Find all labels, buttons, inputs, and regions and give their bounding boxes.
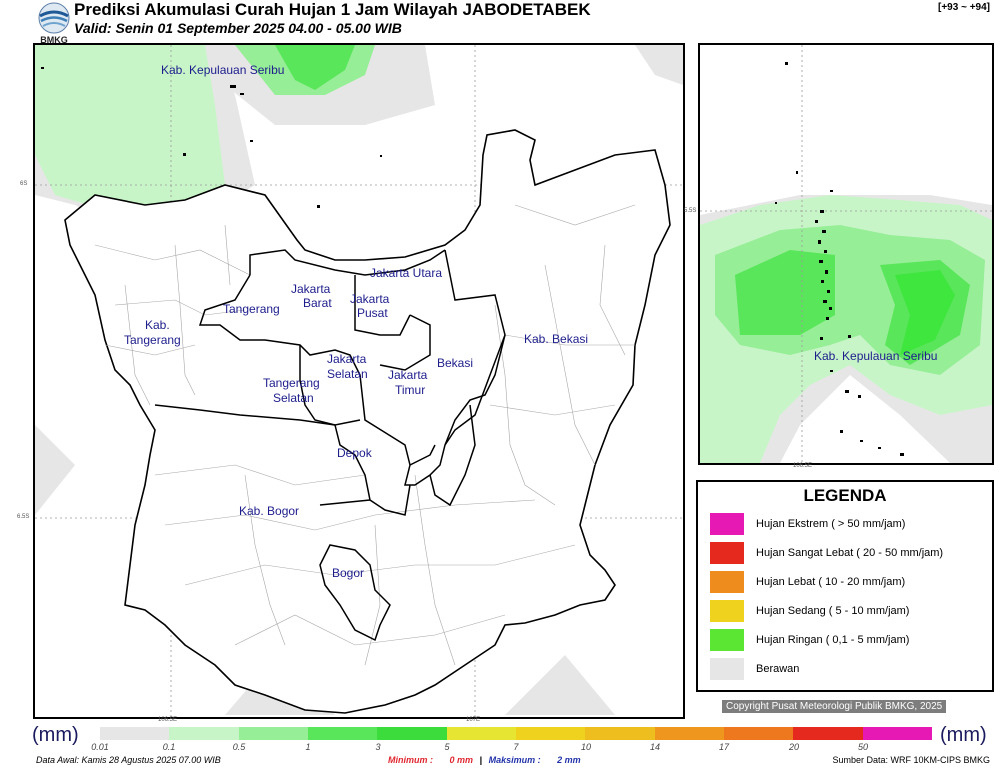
- admin-borders: [154, 249, 506, 642]
- district-lines: [94, 204, 636, 666]
- label-kab-kepulauan-seribu: Kab. Kepulauan Seribu: [161, 63, 284, 77]
- legend-item-sangat-lebat: Hujan Sangat Lebat ( 20 - 50 mm/jam): [710, 542, 943, 564]
- inset-islands: [775, 62, 904, 456]
- legend-item-berawan: Berawan: [710, 658, 799, 680]
- legend-swatch-sangat-lebat: [710, 542, 744, 564]
- colorbar-tick-3: 1: [305, 742, 311, 752]
- legend-swatch-sedang: [710, 600, 744, 622]
- inset-lat-label: 5.5S: [684, 208, 697, 214]
- inset-label-kepulauan-seribu: Kab. Kepulauan Seribu: [814, 349, 937, 363]
- label-kab-tangerang-2: Tangerang: [124, 333, 181, 347]
- min-max: Minimum : 0 mm | Maksimum : 2 mm: [388, 755, 581, 765]
- colorbar-seg-0: [100, 727, 170, 740]
- label-depok: Depok: [337, 446, 373, 460]
- label-jakarta-barat-1: Jakarta: [291, 282, 331, 296]
- data-source: Sumber Data: WRF 10KM-CIPS BMKG: [832, 755, 990, 765]
- label-tangerang: Tangerang: [223, 302, 280, 316]
- colorbar-seg-11: [862, 727, 932, 740]
- region-labels: Kab. Kepulauan Seribu Jakarta Utara Jaka…: [124, 63, 588, 580]
- label-bogor: Bogor: [332, 566, 364, 580]
- minimum-value: 0 mm: [449, 755, 474, 765]
- legend-item-lebat: Hujan Lebat ( 10 - 20 mm/jam): [710, 571, 905, 593]
- colorbar-seg-4: [377, 727, 447, 740]
- minimum-label: Minimum :: [388, 755, 433, 765]
- forecast-code: [+93 ~ +94]: [938, 2, 990, 13]
- colorbar-tick-11: 50: [857, 742, 869, 752]
- label-kab-bogor: Kab. Bogor: [239, 504, 299, 518]
- colorbar-seg-2: [238, 727, 308, 740]
- colorbar: [100, 727, 932, 740]
- legend-item-sedang: Hujan Sedang ( 5 - 10 mm/jam): [710, 600, 909, 622]
- inset-map: Kab. Kepulauan Seribu: [698, 43, 994, 465]
- colorbar-seg-7: [585, 727, 655, 740]
- lat-label-6s: 6S: [20, 181, 28, 187]
- colorbar-tick-6: 7: [513, 742, 519, 752]
- legend-swatch-lebat: [710, 571, 744, 593]
- colorbar-tick-5: 5: [444, 742, 450, 752]
- label-tangerang-selatan-2: Selatan: [273, 391, 314, 405]
- legend-swatch-ringan: [710, 629, 744, 651]
- colorbar-seg-5: [446, 727, 516, 740]
- maksimum-value: 2 mm: [557, 755, 581, 765]
- legend: LEGENDA Hujan Ekstrem ( > 50 mm/jam) Huj…: [696, 480, 994, 692]
- data-awal: Data Awal: Kamis 28 Agustus 2025 07.00 W…: [36, 755, 221, 765]
- label-tangerang-selatan-1: Tangerang: [263, 376, 320, 390]
- colorbar-tick-4: 3: [375, 742, 381, 752]
- label-jakarta-pusat-1: Jakarta: [350, 292, 390, 306]
- label-kab-tangerang-1: Kab.: [145, 318, 170, 332]
- legend-item-ringan: Hujan Ringan ( 0,1 - 5 mm/jam): [710, 629, 909, 651]
- inset-lon-label: 106.5E: [793, 463, 813, 469]
- unit-right: (mm): [940, 724, 987, 746]
- colorbar-tick-0: 0.01: [91, 742, 109, 752]
- bmkg-logo: BMKG: [34, 2, 74, 45]
- page-title: Prediksi Akumulasi Curah Hujan 1 Jam Wil…: [74, 0, 591, 19]
- colorbar-tick-1: 0.1: [162, 742, 176, 752]
- islands: [41, 67, 382, 208]
- label-jakarta-barat-2: Barat: [303, 296, 332, 310]
- colorbar-seg-10: [793, 727, 863, 740]
- label-jakarta-utara: Jakarta Utara: [370, 266, 442, 280]
- legend-item-ekstrem: Hujan Ekstrem ( > 50 mm/jam): [710, 513, 905, 535]
- label-jakarta-selatan-2: Selatan: [327, 367, 368, 381]
- lat-label-6-5s: 6.5S: [17, 514, 30, 520]
- colorbar-seg-8: [654, 727, 724, 740]
- logo-text: BMKG: [40, 35, 68, 44]
- inset-rain-shading: [700, 195, 992, 463]
- valid-time: Valid: Senin 01 September 2025 04.00 - 0…: [74, 20, 402, 36]
- colorbar-seg-3: [307, 727, 378, 740]
- colorbar-tick-8: 14: [649, 742, 661, 752]
- colorbar-tick-10: 20: [788, 742, 800, 752]
- label-jakarta-selatan-1: Jakarta: [327, 352, 367, 366]
- label-kab-bekasi: Kab. Bekasi: [524, 332, 588, 346]
- colorbar-tick-7: 10: [580, 742, 592, 752]
- main-map: Kab. Kepulauan Seribu Jakarta Utara Jaka…: [33, 43, 685, 719]
- colorbar-seg-9: [723, 727, 794, 740]
- colorbar-seg-6: [515, 727, 586, 740]
- lon-label-107e: 107E: [466, 717, 481, 723]
- maksimum-label: Maksimum :: [488, 755, 541, 765]
- minmax-separator: |: [479, 755, 483, 765]
- lon-label-106-5e: 106.5E: [158, 717, 178, 723]
- copyright-notice: Copyright Pusat Meteorologi Publik BMKG,…: [722, 700, 947, 713]
- legend-swatch-berawan: [710, 658, 744, 680]
- unit-left: (mm): [32, 724, 79, 746]
- colorbar-tick-2: 0.5: [232, 742, 246, 752]
- legend-title: LEGENDA: [803, 486, 887, 505]
- colorbar-tick-9: 17: [718, 742, 730, 752]
- label-jakarta-timur-1: Jakarta: [388, 368, 428, 382]
- label-jakarta-pusat-2: Pusat: [357, 306, 388, 320]
- label-bekasi: Bekasi: [437, 356, 473, 370]
- label-jakarta-timur-2: Timur: [395, 383, 425, 397]
- legend-swatch-ekstrem: [710, 513, 744, 535]
- colorbar-seg-1: [169, 727, 239, 740]
